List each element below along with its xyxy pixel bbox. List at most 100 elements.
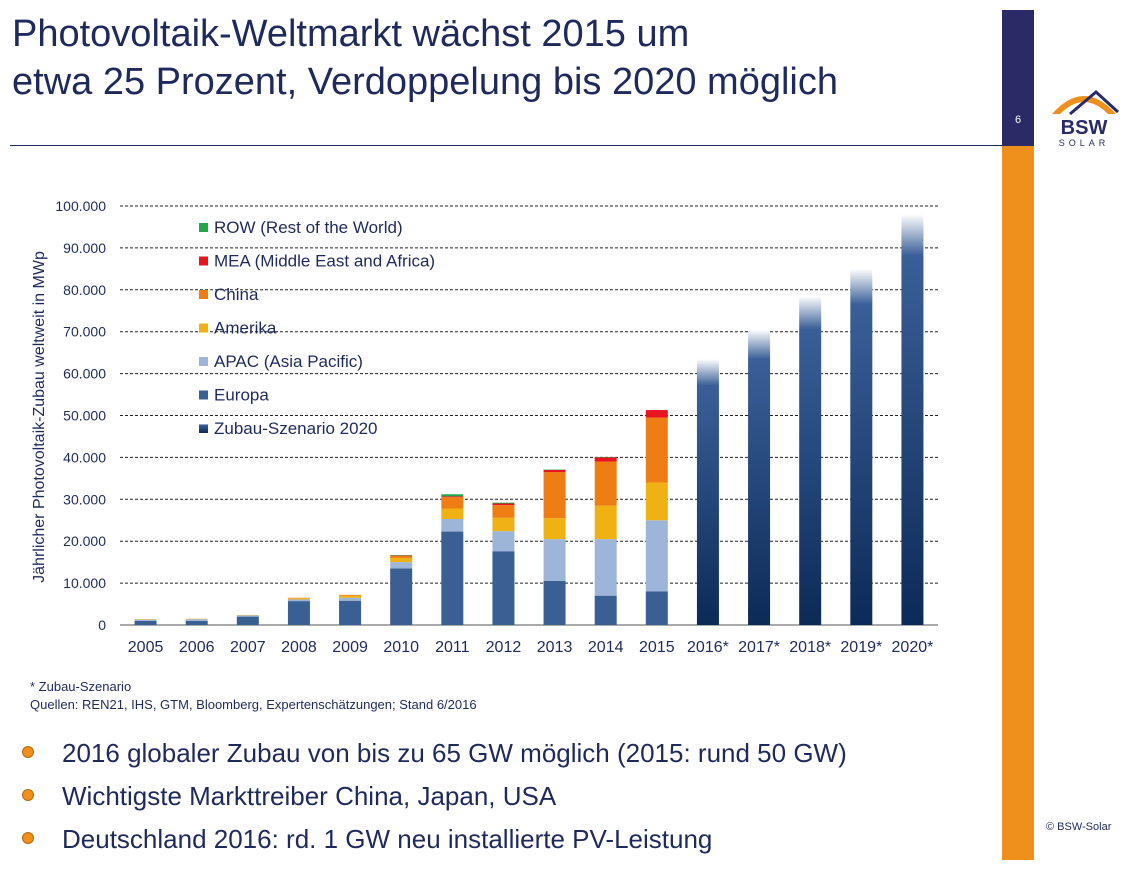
x-tick-label: 2017* <box>738 639 780 656</box>
bar-segment <box>134 619 157 621</box>
bar-segment <box>799 296 822 625</box>
bar-segment <box>543 472 566 519</box>
title-divider <box>10 145 1005 146</box>
bar-segment <box>492 517 515 532</box>
y-tick-label: 70.000 <box>63 324 106 340</box>
bar-segment <box>492 505 515 518</box>
x-tick-label: 2018* <box>789 639 831 656</box>
pv-market-chart: 0 10.000 20.000 30.000 40.000 50.000 60.000 70.… <box>31 198 938 656</box>
bar-segment <box>594 457 617 462</box>
y-tick-label: 10.000 <box>63 575 106 591</box>
legend-label: Zubau-Szenario 2020 <box>214 419 378 438</box>
bar-segment <box>339 600 362 625</box>
bar-segment <box>594 505 617 540</box>
legend-swatch <box>199 323 208 333</box>
y-tick-label: 30.000 <box>63 491 106 507</box>
legend-swatch <box>199 357 208 366</box>
x-tick-label: 2013 <box>537 639 573 656</box>
logo-roof-icon <box>1069 90 1120 116</box>
bar-segment <box>850 268 873 625</box>
bar-segment <box>492 531 515 552</box>
bullet-item: Wichtigste Markttreiber China, Japan, US… <box>22 777 847 820</box>
legend-label: Europa <box>214 386 269 405</box>
bar-segment <box>594 539 617 596</box>
sidebar-orange-stripe <box>1002 146 1034 860</box>
x-tick-label: 2008 <box>281 639 317 656</box>
bar-segment <box>134 620 157 625</box>
bar-segment <box>543 539 566 582</box>
x-tick-label: 2014 <box>588 639 624 656</box>
x-tick-label: 2005 <box>128 639 164 656</box>
bar-segment <box>339 597 362 601</box>
y-tick-label: 40.000 <box>63 449 106 465</box>
bar-segment <box>390 568 413 625</box>
bar-segment <box>287 599 310 602</box>
bar-segment <box>645 482 668 521</box>
y-tick-label: 50.000 <box>63 408 106 424</box>
bar-segment <box>441 496 464 498</box>
logo-sun-arc-icon <box>1052 96 1116 114</box>
bullet-text: Wichtigste Markttreiber China, Japan, US… <box>62 781 557 811</box>
legend-label: China <box>214 285 259 304</box>
y-tick-label: 90.000 <box>63 240 106 256</box>
bar-segment <box>287 601 310 625</box>
legend-swatch <box>199 424 208 433</box>
bar-segment <box>339 594 362 596</box>
x-tick-label: 2012 <box>486 639 522 656</box>
bar-segment <box>390 562 413 569</box>
x-tick-label: 2010 <box>383 639 419 656</box>
legend-label: APAC (Asia Pacific) <box>214 352 363 371</box>
bar-segment <box>492 502 515 504</box>
bar-segment <box>441 518 464 532</box>
sidebar-navy-block <box>1002 10 1034 146</box>
bar-segment <box>441 494 464 497</box>
y-axis-label: Jährlicher Photovoltaik-Zubau weltweit i… <box>31 251 48 583</box>
legend-label: MEA (Middle East and Africa) <box>214 252 435 271</box>
bullet-item: Deutschland 2016: rd. 1 GW neu installie… <box>22 820 847 863</box>
bar-segment <box>696 358 719 625</box>
x-tick-label: 2019* <box>840 639 882 656</box>
bar-segment <box>441 508 464 519</box>
y-tick-label: 0 <box>98 617 106 633</box>
y-tick-label: 20.000 <box>63 533 106 549</box>
bar-segment <box>390 557 413 563</box>
legend-swatch <box>199 256 208 266</box>
bullet-text: 2016 globaler Zubau von bis zu 65 GW mög… <box>62 738 847 768</box>
x-tick-label: 2016* <box>687 639 729 656</box>
x-tick-label: 2007 <box>230 639 266 656</box>
bar-segment <box>339 595 362 598</box>
slide-title-line-1: Photovoltaik-Weltmarkt wächst 2015 um <box>12 13 690 55</box>
bullet-dot-icon <box>22 789 34 801</box>
logo-text: BSW <box>1061 117 1108 139</box>
bar-segment <box>645 410 668 418</box>
footnote-scenario: * Zubau-Szenario <box>30 679 132 694</box>
page-number: 6 <box>1014 114 1022 126</box>
legend-label: Amerika <box>214 319 277 338</box>
x-tick-label: 2020* <box>892 639 934 656</box>
bullet-list: 2016 globaler Zubau von bis zu 65 GW mög… <box>22 734 847 863</box>
bsw-solar-logo: BSW SOLAR <box>1052 90 1120 148</box>
bar-segment <box>594 461 617 506</box>
bar-segment <box>441 497 464 509</box>
bar-segment <box>287 598 310 600</box>
slide-title-line-2: etwa 25 Prozent, Verdoppelung bis 2020 m… <box>12 61 838 103</box>
y-tick-label: 60.000 <box>63 366 106 382</box>
bar-segment <box>185 619 208 621</box>
bar-segment <box>390 555 413 558</box>
bar-segment <box>645 591 668 625</box>
bar-segment <box>901 214 924 625</box>
copyright: © BSW-Solar <box>1046 821 1112 833</box>
y-tick-label: 80.000 <box>63 282 106 298</box>
bar-segment <box>543 518 566 540</box>
x-tick-label: 2011 <box>435 639 470 656</box>
x-tick-label: 2009 <box>332 639 368 656</box>
legend-swatch <box>199 290 208 299</box>
bar-segment <box>441 531 464 625</box>
slide-title: Photovoltaik-Weltmarkt wächst 2015 um et… <box>12 10 838 106</box>
footnote-sources: Quellen: REN21, IHS, GTM, Bloomberg, Exp… <box>30 697 477 712</box>
bar-segment <box>185 620 208 625</box>
bar-segment <box>543 469 566 473</box>
y-tick-label: 100.000 <box>55 198 106 214</box>
x-tick-label: 2006 <box>179 639 215 656</box>
x-tick-label: 2015 <box>639 639 675 656</box>
